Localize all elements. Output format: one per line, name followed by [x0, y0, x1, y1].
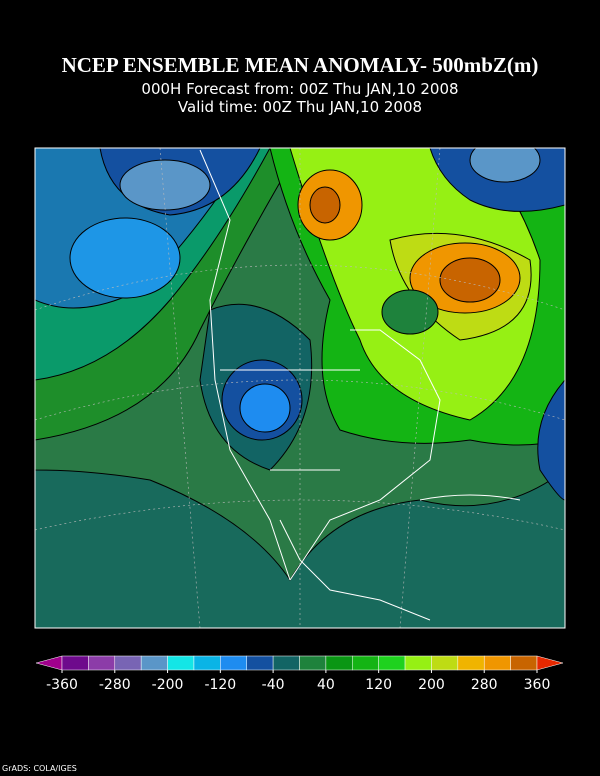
colorbar-label: -280: [99, 677, 131, 693]
subtitle: 000H Forecast from: 00Z Thu JAN,10 2008: [141, 80, 458, 98]
colorbar-box: [325, 655, 353, 671]
title: NCEP ENSEMBLE MEAN ANOMALY- 500mbZ(m): [62, 53, 539, 77]
map-frame: [34, 147, 566, 629]
colorbar-box: [272, 655, 300, 671]
colorbar-box: [246, 655, 274, 671]
subtitle: Valid time: 00Z Thu JAN,10 2008: [178, 98, 422, 116]
colorbar-label: -360: [46, 677, 78, 693]
colorbar-label: -120: [204, 677, 236, 693]
colorbar-box: [61, 655, 89, 671]
colorbar-label: 280: [471, 677, 498, 693]
colorbar-box: [510, 655, 538, 671]
colorbar-box: [352, 655, 379, 671]
colorbar-box: [483, 655, 511, 671]
colorbar-label: -40: [262, 677, 285, 693]
colorbar-box: [220, 655, 247, 671]
colorbar-box: [457, 655, 485, 671]
colorbar-box: [404, 655, 432, 671]
colorbar-label: 360: [524, 677, 551, 693]
colorbar-low-arrow: [35, 655, 63, 671]
colorbar-box: [299, 655, 327, 671]
colorbar-box: [193, 655, 221, 671]
colorbar-box: [431, 655, 459, 671]
colorbar-box: [88, 655, 116, 671]
colorbar-label: 40: [317, 677, 335, 693]
colorbar-box: [167, 655, 195, 671]
colorbar-label: -200: [152, 677, 184, 693]
colorbar-label: 120: [365, 677, 392, 693]
footer: GrADS: COLA/IGES: [2, 764, 77, 773]
colorbar-high-arrow: [536, 655, 564, 671]
colorbar-box: [378, 655, 406, 671]
colorbar-label: 200: [418, 677, 445, 693]
map: [35, 148, 565, 628]
colorbar-box: [114, 655, 142, 671]
colorbar-box: [140, 655, 168, 671]
colorbar: -360 -280 -200 -120 -40 40 120 200 280 360: [35, 655, 564, 693]
